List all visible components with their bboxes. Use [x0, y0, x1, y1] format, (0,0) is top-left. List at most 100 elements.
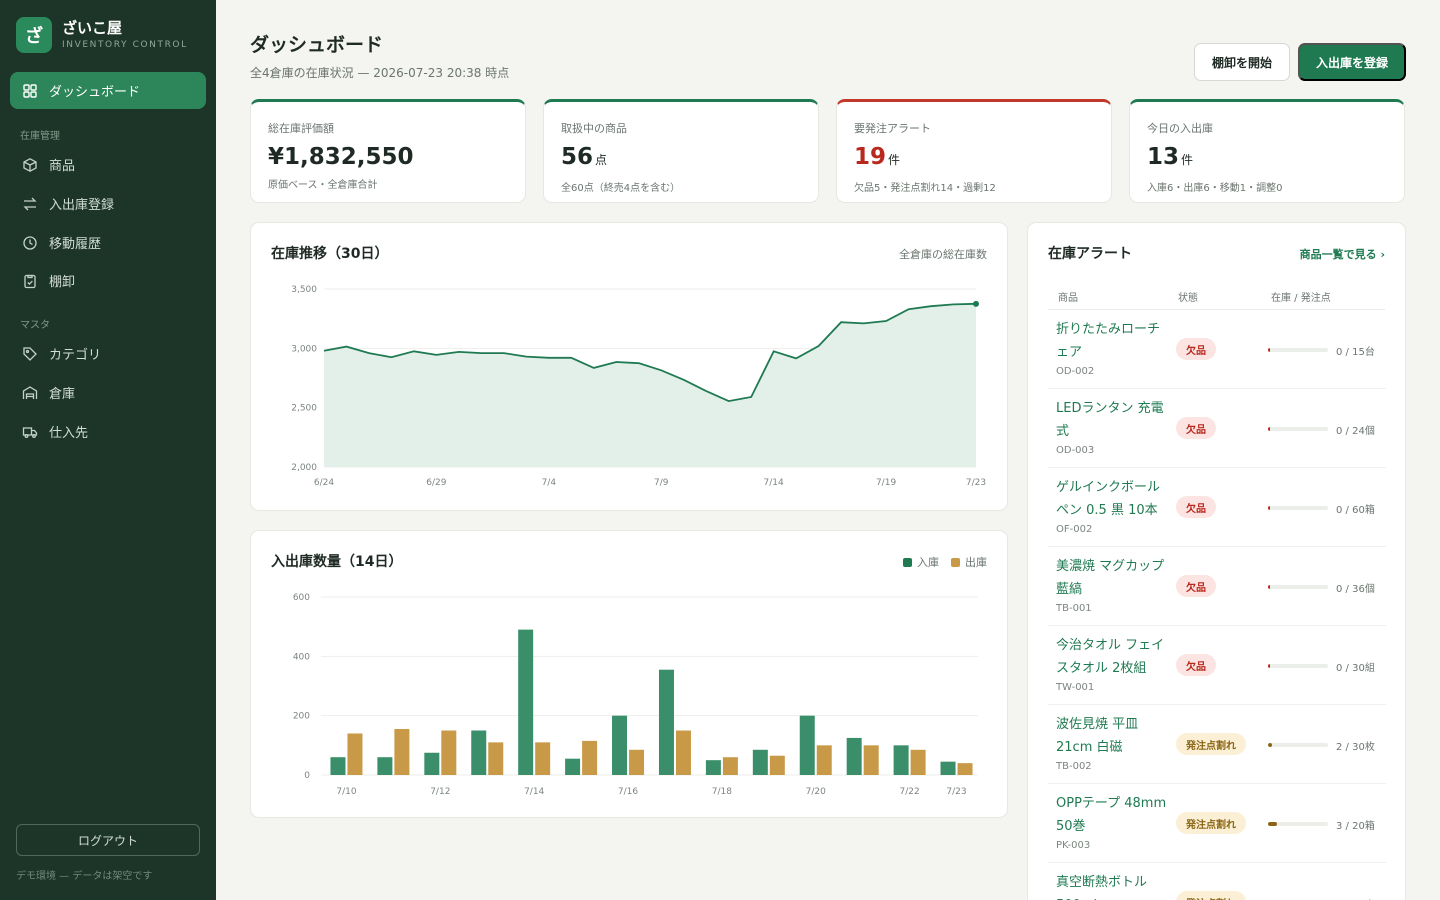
- product-name-link[interactable]: 美濃焼 マグカップ 藍縞: [1056, 559, 1165, 597]
- sidebar-item-label: 倉庫: [49, 387, 76, 402]
- stock-level-bar: [1268, 506, 1328, 510]
- product-code: OD-002: [1056, 366, 1095, 377]
- stock-ratio: 0 / 30組: [1336, 663, 1375, 674]
- register-stock-button[interactable]: 入出庫を登録: [1298, 43, 1406, 81]
- kpi-label: 要発注アラート: [854, 122, 931, 135]
- sidebar-item-label: ダッシュボード: [49, 85, 141, 100]
- bar-outbound: [488, 742, 504, 775]
- bar-outbound: [769, 755, 785, 775]
- demo-note: デモ環境 — データは架空です: [16, 871, 153, 882]
- bar-outbound: [863, 745, 879, 775]
- table-row[interactable]: 美濃焼 マグカップ 藍縞 TB-001 欠品 0 / 36個: [1048, 547, 1386, 626]
- y-tick-label: 3,000: [291, 344, 317, 354]
- sidebar-item-label: 仕入先: [49, 426, 89, 441]
- bar-inbound: [658, 669, 674, 775]
- sidebar-item-stocktake[interactable]: 棚卸: [10, 262, 206, 299]
- x-tick-label: 7/23: [966, 478, 986, 488]
- bar-outbound: [910, 749, 926, 775]
- table-row[interactable]: 折りたたみローチェア OD-002 欠品 0 / 15台: [1048, 310, 1386, 389]
- y-tick-label: 200: [293, 712, 310, 722]
- sidebar-item-categories[interactable]: カテゴリ: [10, 335, 206, 372]
- product-name-link[interactable]: 折りたたみローチェア: [1056, 322, 1161, 360]
- table-row[interactable]: OPPテープ 48mm 50巻 PK-003 発注点割れ 3 / 20箱: [1048, 784, 1386, 863]
- kpi-card-reorder-alerts: 要発注アラート 19 件 欠品5・発注点割れ14・過剰12: [836, 99, 1112, 203]
- x-tick-label: 7/19: [876, 478, 896, 488]
- sidebar-item-stock-entry[interactable]: 入出庫登録: [10, 185, 206, 222]
- product-name-link[interactable]: OPPテープ 48mm 50巻: [1056, 796, 1167, 834]
- bar-outbound: [347, 733, 363, 775]
- y-tick-label: 600: [293, 593, 310, 603]
- series-line: [323, 302, 977, 403]
- status-badge: 発注点割れ: [1176, 812, 1246, 834]
- x-tick-label: 7/18: [712, 787, 732, 797]
- grid-icon: [23, 83, 37, 98]
- stock-ratio: 0 / 24個: [1336, 426, 1375, 437]
- product-name-link[interactable]: 今治タオル フェイスタオル 2枚組: [1056, 638, 1165, 676]
- product-name-link[interactable]: 真空断熱ボトル 500ml: [1056, 875, 1148, 900]
- stock-level-fill: [1268, 585, 1270, 589]
- status-badge: 欠品: [1176, 654, 1216, 676]
- nav-section-master: マスタ: [20, 320, 50, 331]
- table-row[interactable]: 真空断熱ボトル 500ml 発注点割れ 7 / 36本: [1048, 863, 1386, 900]
- x-tick-label: 7/20: [806, 787, 826, 797]
- x-tick-label: 7/23: [946, 787, 966, 797]
- stock-level-bar: [1268, 427, 1328, 431]
- sidebar-item-warehouses[interactable]: 倉庫: [10, 374, 206, 411]
- stock-level-fill: [1268, 506, 1270, 510]
- product-code: OF-002: [1056, 524, 1093, 535]
- stock-level-fill: [1268, 664, 1270, 668]
- product-name-link[interactable]: LEDランタン 充電式: [1056, 401, 1164, 439]
- stock-level-bar: [1268, 664, 1328, 668]
- kpi-note: 原価ベース・全倉庫合計: [268, 180, 378, 191]
- kpi-value: ¥1,832,550: [268, 143, 507, 171]
- clipboard-icon: [24, 274, 36, 288]
- sidebar-item-suppliers[interactable]: 仕入先: [10, 413, 206, 450]
- x-tick-label: 7/12: [430, 787, 450, 797]
- product-name-link[interactable]: 波佐見焼 平皿 21cm 白磁: [1056, 717, 1139, 755]
- stock-ratio: 3 / 20箱: [1336, 821, 1375, 832]
- stock-level-bar: [1268, 348, 1328, 352]
- stock-level-bar: [1268, 743, 1328, 747]
- stock-ratio: 0 / 36個: [1336, 584, 1375, 595]
- kpi-unit: 件: [1181, 153, 1194, 167]
- table-row[interactable]: 波佐見焼 平皿 21cm 白磁 TB-002 発注点割れ 2 / 30枚: [1048, 705, 1386, 784]
- clock-icon: [23, 235, 37, 250]
- kpi-note: 入庫6・出庫6・移動1・調整0: [1147, 183, 1283, 194]
- product-code: TB-001: [1056, 603, 1092, 614]
- column-header-status: 状態: [1178, 293, 1198, 304]
- view-products-link[interactable]: 商品一覧で見る ›: [1299, 248, 1385, 261]
- stock-ratio: 0 / 15台: [1336, 347, 1375, 358]
- sidebar-item-history[interactable]: 移動履歴: [10, 224, 206, 261]
- table-row[interactable]: 今治タオル フェイスタオル 2枚組 TW-001 欠品 0 / 30組: [1048, 626, 1386, 705]
- table-row[interactable]: ゲルインクボールペン 0.5 黒 10本 OF-002 欠品 0 / 60箱: [1048, 468, 1386, 547]
- data-point: [973, 300, 979, 307]
- stock-ratio: 2 / 30枚: [1336, 742, 1375, 753]
- product-name-link[interactable]: ゲルインクボールペン 0.5 黒 10本: [1056, 480, 1161, 518]
- x-tick-label: 7/16: [618, 787, 638, 797]
- kpi-card-products: 取扱中の商品 56 点 全60点（終売4点を含む）: [543, 99, 819, 203]
- brand[interactable]: ざ ざいこ屋 INVENTORY CONTROL: [16, 17, 188, 53]
- logout-button[interactable]: ログアウト: [16, 824, 200, 856]
- bar-inbound: [799, 715, 815, 775]
- sidebar-item-dashboard[interactable]: ダッシュボード: [10, 72, 206, 109]
- bar-outbound: [629, 749, 645, 775]
- y-tick-label: 2,500: [291, 404, 317, 414]
- bar-inbound: [424, 752, 440, 775]
- sidebar-item-products[interactable]: 商品: [10, 146, 206, 183]
- sidebar-item-label: 移動履歴: [49, 237, 102, 252]
- status-badge: 発注点割れ: [1176, 733, 1246, 755]
- bar-outbound: [394, 729, 410, 775]
- sidebar: ざ ざいこ屋 INVENTORY CONTROL ダッシュボード 在庫管理 商品…: [0, 0, 216, 900]
- table-row[interactable]: LEDランタン 充電式 OD-003 欠品 0 / 24個: [1048, 389, 1386, 468]
- sidebar-item-label: 棚卸: [49, 275, 76, 290]
- legend-outbound: 出庫: [951, 554, 987, 570]
- stock-level-fill: [1268, 743, 1273, 747]
- status-badge: 欠品: [1176, 417, 1216, 439]
- bar-inbound: [752, 749, 768, 775]
- swap-icon: [23, 197, 37, 210]
- bar-inbound: [518, 629, 534, 775]
- bar-inbound: [893, 745, 909, 775]
- start-stocktake-button[interactable]: 棚卸を開始: [1194, 43, 1290, 81]
- bar-inbound: [612, 715, 628, 775]
- kpi-value: 19 件: [854, 143, 1093, 174]
